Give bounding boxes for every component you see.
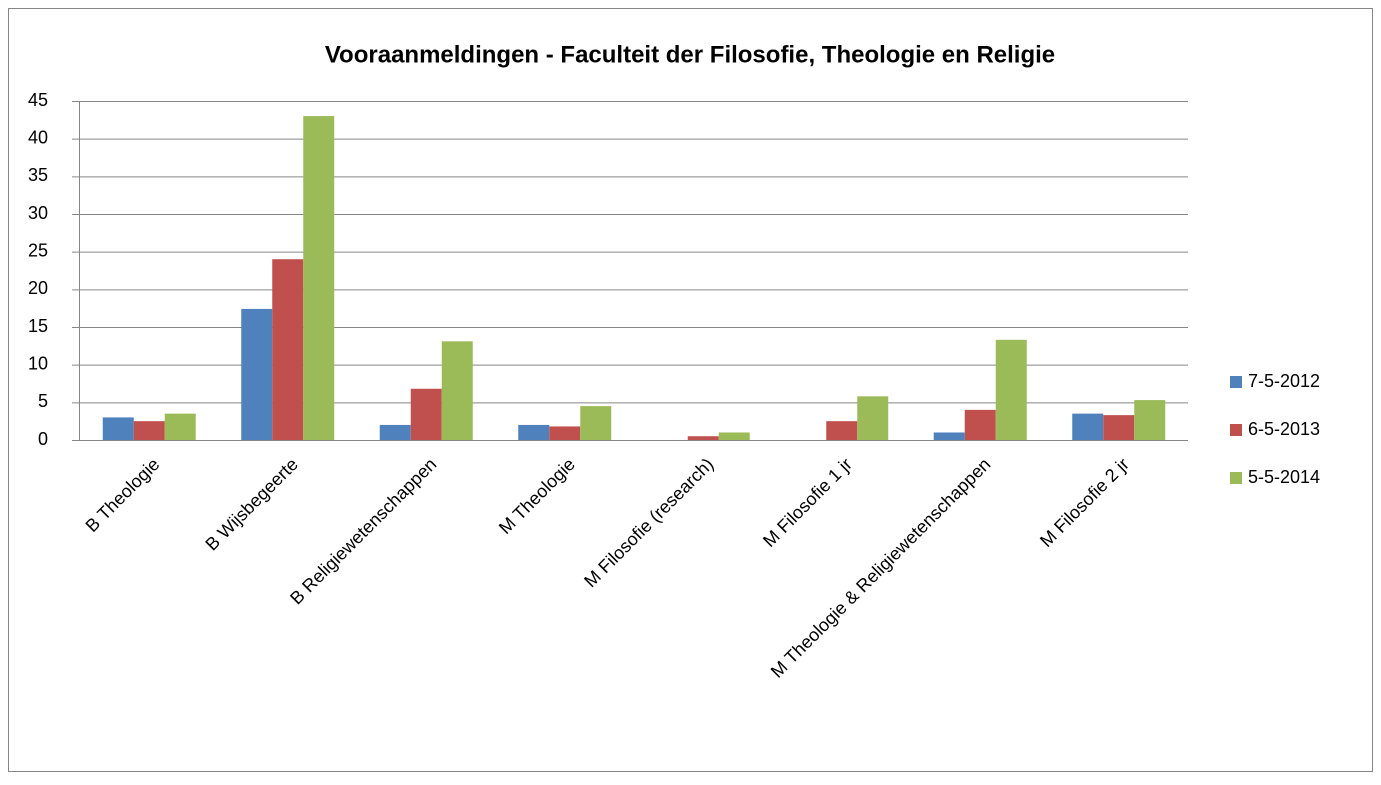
bar xyxy=(379,424,411,440)
bar xyxy=(718,432,750,440)
bar xyxy=(995,339,1027,440)
bar xyxy=(102,417,134,440)
chart-border xyxy=(8,8,1373,772)
bar xyxy=(1134,400,1166,440)
bar xyxy=(241,308,273,440)
bar xyxy=(272,259,304,440)
y-tick-label: 25 xyxy=(28,240,48,260)
legend-label: 5-5-2014 xyxy=(1248,467,1320,487)
y-tick-label: 35 xyxy=(28,165,48,185)
bar xyxy=(133,421,165,440)
y-tick-label: 20 xyxy=(28,278,48,298)
legend-label: 7-5-2012 xyxy=(1248,371,1320,391)
bar xyxy=(549,426,581,440)
legend-swatch xyxy=(1230,376,1242,388)
legend-swatch xyxy=(1230,424,1242,436)
bar xyxy=(1103,415,1135,440)
legend-swatch xyxy=(1230,472,1242,484)
bar xyxy=(580,406,612,440)
bar xyxy=(857,396,889,440)
legend-label: 6-5-2013 xyxy=(1248,419,1320,439)
chart-title: Vooraanmeldingen - Faculteit der Filosof… xyxy=(325,41,1055,68)
y-tick-label: 5 xyxy=(38,391,48,411)
bar xyxy=(964,409,996,440)
y-tick-label: 10 xyxy=(28,353,48,373)
bar xyxy=(410,388,442,440)
bar xyxy=(441,341,473,440)
bar xyxy=(826,421,858,440)
bar xyxy=(164,413,196,440)
bar xyxy=(518,424,550,440)
y-tick-label: 0 xyxy=(38,429,48,449)
bar xyxy=(933,432,965,440)
y-tick-label: 45 xyxy=(28,90,48,110)
y-tick-label: 40 xyxy=(28,127,48,147)
bar xyxy=(687,436,719,440)
y-tick-label: 15 xyxy=(28,316,48,336)
bar xyxy=(1072,413,1104,440)
y-tick-label: 30 xyxy=(28,203,48,223)
bar xyxy=(303,116,335,441)
